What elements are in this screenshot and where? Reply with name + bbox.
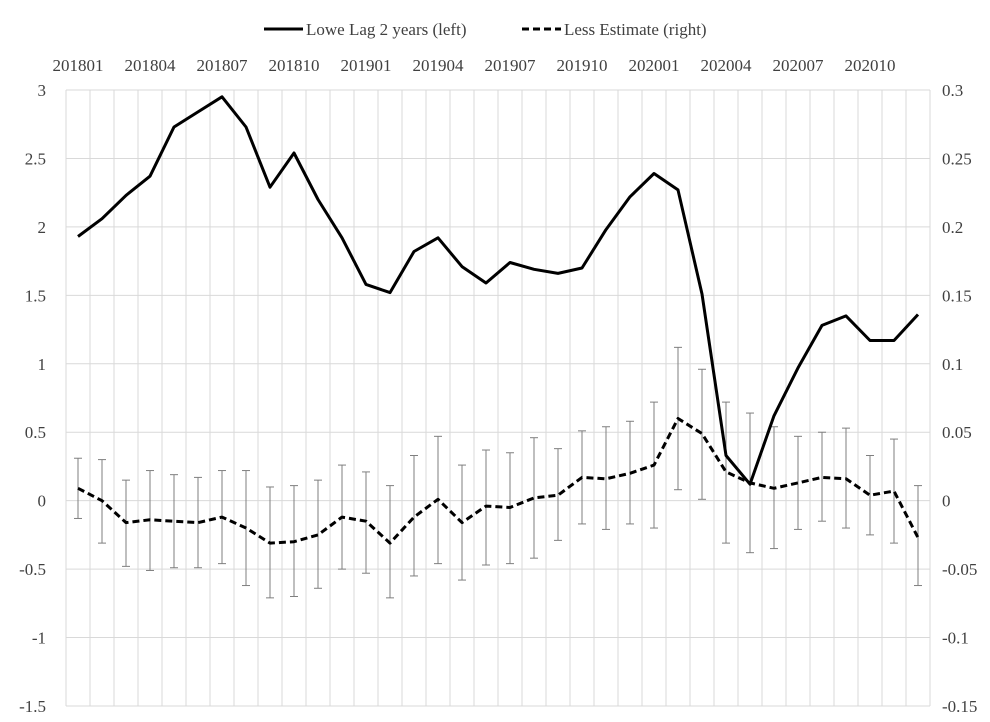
right-axis-tick-labels: -0.15 -0.1 -0.05 0 0.05 0.1 0.15 0.2 0.25 0.3 — [942, 81, 977, 716]
error-bar — [722, 401, 730, 544]
error-bar — [314, 479, 322, 589]
error-bar — [794, 435, 802, 530]
left-tick-label: -1.5 — [19, 697, 46, 716]
right-tick-label: 0.1 — [942, 355, 963, 374]
x-tick-label: 202010 — [845, 56, 896, 75]
x-tick-label: 201910 — [557, 56, 608, 75]
error-bar — [530, 437, 538, 559]
error-bar — [194, 476, 202, 569]
legend-label-lowe: Lowe Lag 2 years (left) — [306, 20, 466, 39]
x-tick-label: 201807 — [197, 56, 249, 75]
legend: Lowe Lag 2 years (left) Less Estimate (r… — [264, 20, 707, 39]
error-bar — [866, 454, 874, 536]
error-bar — [818, 431, 826, 522]
left-tick-label: 3 — [38, 81, 47, 100]
left-tick-label: 2.5 — [25, 149, 46, 168]
x-tick-label: 202007 — [773, 56, 825, 75]
legend-label-less: Less Estimate (right) — [564, 20, 707, 39]
right-tick-label: -0.1 — [942, 629, 969, 648]
left-tick-label: 0.5 — [25, 423, 46, 442]
left-axis-tick-labels: -1.5 -1 -0.5 0 0.5 1 1.5 2 2.5 3 — [19, 81, 46, 716]
left-tick-label: -1 — [32, 629, 46, 648]
series-line-less-estimate — [77, 417, 920, 545]
x-tick-label: 201904 — [413, 56, 465, 75]
x-tick-label: 202004 — [701, 56, 753, 75]
gridlines — [65, 89, 931, 707]
right-tick-label: 0.2 — [942, 218, 963, 237]
right-tick-label: -0.15 — [942, 697, 977, 716]
x-tick-label: 201801 — [53, 56, 104, 75]
x-tick-label: 201810 — [269, 56, 320, 75]
error-bar — [602, 426, 610, 530]
error-bar — [362, 471, 370, 574]
x-tick-label: 201907 — [485, 56, 537, 75]
left-tick-label: -0.5 — [19, 560, 46, 579]
left-tick-label: 2 — [38, 218, 47, 237]
right-tick-label: 0.3 — [942, 81, 963, 100]
left-tick-label: 1 — [38, 355, 47, 374]
right-tick-label: -0.05 — [942, 560, 977, 579]
error-bar — [698, 368, 706, 500]
series-line-lowe-lag — [77, 95, 920, 486]
x-axis-tick-labels: 201801 201804 201807 201810 201901 201904 2019… — [53, 56, 896, 75]
right-tick-label: 0.15 — [942, 286, 972, 305]
x-tick-label: 201804 — [125, 56, 177, 75]
error-bar — [410, 454, 418, 577]
x-tick-label: 201901 — [341, 56, 392, 75]
right-tick-label: 0 — [942, 492, 951, 511]
error-bar — [890, 438, 898, 544]
series-lines — [77, 95, 920, 545]
left-tick-label: 0 — [38, 492, 47, 511]
right-tick-label: 0.05 — [942, 423, 972, 442]
x-tick-label: 202001 — [629, 56, 680, 75]
error-bar — [170, 474, 178, 569]
right-tick-label: 0.25 — [942, 149, 972, 168]
error-bar — [554, 448, 562, 541]
left-tick-label: 1.5 — [25, 286, 46, 305]
